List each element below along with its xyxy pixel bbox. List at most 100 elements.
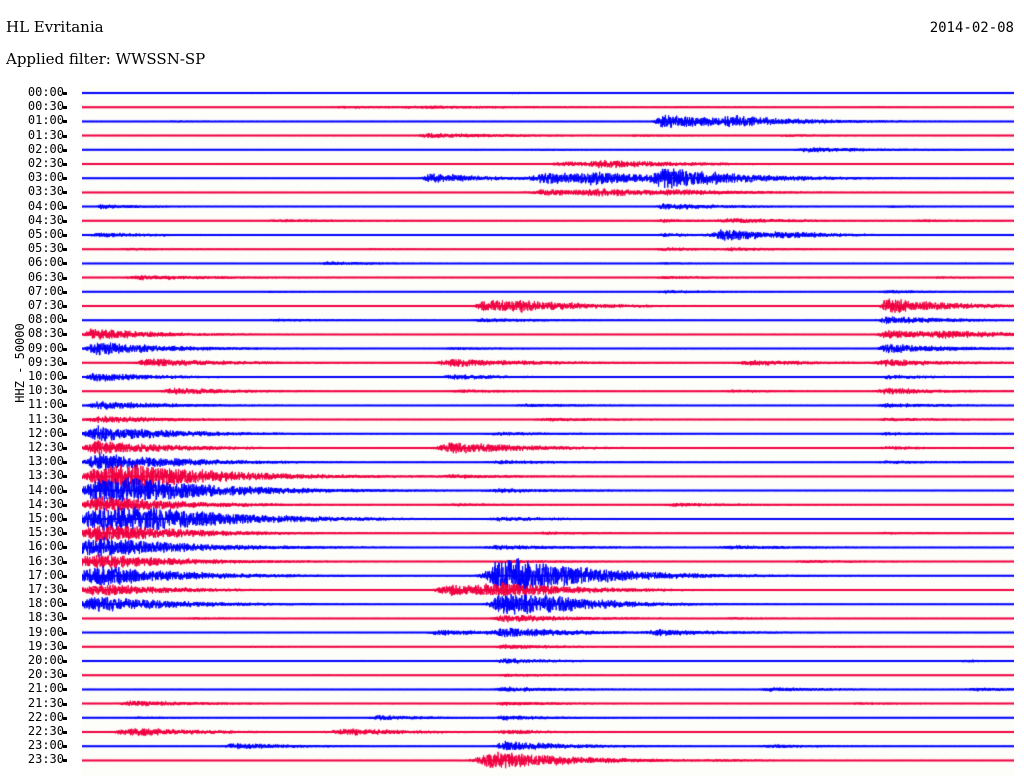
time-label: 01:00 <box>27 113 64 128</box>
time-label: 19:30 <box>27 638 64 653</box>
time-label: 13:00 <box>27 454 64 469</box>
axis-tick <box>63 177 67 181</box>
axis-tick <box>63 361 67 365</box>
axis-tick <box>63 262 67 266</box>
axis-tick <box>63 461 67 465</box>
axis-tick <box>63 390 67 394</box>
axis-tick <box>63 120 67 124</box>
axis-tick <box>63 560 67 564</box>
time-label: 05:00 <box>27 227 64 241</box>
time-label: 22:30 <box>27 724 64 738</box>
time-label: 04:30 <box>27 212 64 227</box>
axis-tick <box>63 319 67 323</box>
time-label: 00:00 <box>27 85 64 99</box>
applied-filter-label: Applied filter: WWSSN-SP <box>6 50 206 68</box>
axis-tick <box>63 333 67 337</box>
time-label: 03:00 <box>27 170 64 185</box>
axis-tick <box>63 305 67 308</box>
time-label: 19:00 <box>27 624 64 639</box>
time-label: 03:30 <box>27 184 64 199</box>
axis-tick <box>63 191 67 195</box>
axis-tick <box>63 205 67 209</box>
axis-tick <box>63 716 67 720</box>
station-title: HL Evritania <box>6 18 104 36</box>
time-label: 08:00 <box>27 312 64 327</box>
time-label: 07:00 <box>27 283 64 298</box>
axis-tick <box>63 163 67 166</box>
time-label: 15:00 <box>27 511 64 525</box>
time-label: 23:30 <box>27 752 64 767</box>
time-label: 23:00 <box>27 738 64 753</box>
time-label: 14:00 <box>27 482 64 497</box>
time-label: 11:00 <box>27 397 64 412</box>
time-label: 11:30 <box>27 411 64 426</box>
axis-tick <box>63 489 67 493</box>
axis-tick <box>63 631 67 635</box>
axis-tick <box>63 660 67 663</box>
time-label: 21:30 <box>27 695 64 710</box>
time-label: 01:30 <box>27 127 64 142</box>
axis-tick <box>63 106 67 110</box>
time-label: 02:00 <box>27 141 64 156</box>
time-label: 05:30 <box>27 241 64 256</box>
axis-tick <box>63 92 67 95</box>
axis-tick <box>63 234 67 237</box>
axis-tick <box>63 745 67 749</box>
axis-tick <box>63 503 67 507</box>
axis-tick <box>63 702 67 706</box>
time-label: 00:30 <box>27 99 64 114</box>
axis-tick <box>63 134 67 138</box>
axis-tick <box>63 518 67 521</box>
time-label: 09:30 <box>27 354 64 369</box>
axis-tick <box>63 148 67 152</box>
axis-tick <box>63 674 67 678</box>
time-label: 21:00 <box>27 681 64 696</box>
axis-tick <box>63 418 67 422</box>
date-label: 2014-02-08 <box>929 20 1014 36</box>
axis-tick <box>63 290 67 294</box>
time-label: 20:30 <box>27 667 64 682</box>
axis-tick <box>63 447 67 450</box>
time-label: 16:30 <box>27 553 64 568</box>
time-label: 14:30 <box>27 496 64 511</box>
time-label: 10:00 <box>27 369 64 383</box>
time-label: 22:00 <box>27 709 64 724</box>
axis-tick <box>63 248 67 252</box>
seismogram-canvas <box>82 86 1014 776</box>
time-label: 06:30 <box>27 269 64 284</box>
axis-tick <box>63 574 67 578</box>
time-label: 08:30 <box>27 326 64 341</box>
time-label: 18:00 <box>27 596 64 611</box>
time-label: 12:00 <box>27 425 64 440</box>
axis-tick <box>63 759 67 763</box>
axis-tick <box>63 688 67 692</box>
time-label: 17:00 <box>27 567 64 582</box>
axis-tick <box>63 404 67 408</box>
time-label: 04:00 <box>27 198 64 213</box>
seismogram-plot <box>82 86 1014 776</box>
time-label: 10:30 <box>27 383 64 398</box>
axis-tick <box>63 589 67 592</box>
axis-tick <box>63 532 67 536</box>
time-label: 07:30 <box>27 298 64 312</box>
axis-tick <box>63 645 67 649</box>
time-label: 18:30 <box>27 610 64 625</box>
time-axis: 00:00 00:30 01:00 01:30 02:00 02:30 03:00 03:30… <box>0 86 82 776</box>
axis-tick <box>63 276 67 280</box>
time-label: 15:30 <box>27 525 64 540</box>
axis-tick <box>63 731 67 734</box>
axis-tick <box>63 219 67 223</box>
axis-tick <box>63 376 67 379</box>
axis-tick <box>63 347 67 351</box>
time-label: 17:30 <box>27 582 64 596</box>
time-label: 06:00 <box>27 255 64 270</box>
axis-tick <box>63 432 67 436</box>
time-label: 13:30 <box>27 468 64 483</box>
time-label: 12:30 <box>27 440 64 454</box>
axis-tick <box>63 546 67 550</box>
axis-tick <box>63 617 67 621</box>
axis-tick <box>63 475 67 479</box>
axis-tick <box>63 603 67 607</box>
time-label: 02:30 <box>27 156 64 170</box>
